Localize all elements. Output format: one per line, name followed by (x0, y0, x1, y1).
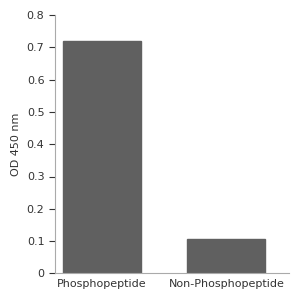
Bar (188, 239, 266, 273)
Y-axis label: OD 450 nm: OD 450 nm (11, 112, 21, 176)
Bar (63, 41, 141, 273)
